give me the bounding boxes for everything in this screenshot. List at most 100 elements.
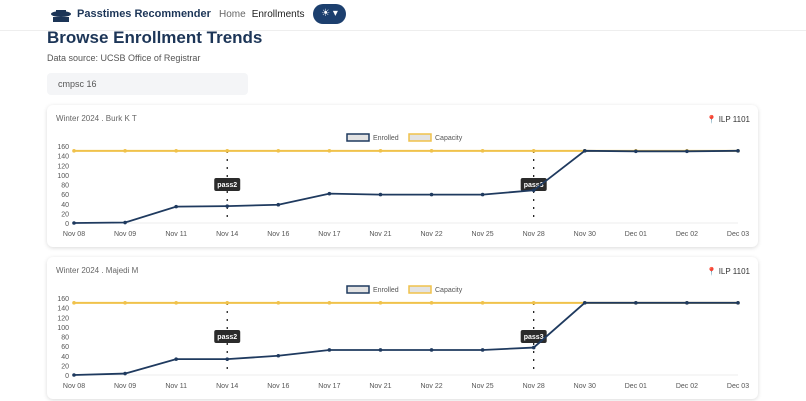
theme-toggle-button[interactable]: ☀ ▾	[313, 4, 346, 24]
data-point-enrolled	[634, 149, 638, 154]
series-line-enrolled	[73, 149, 739, 224]
location-text: ILP 1101	[718, 115, 750, 124]
y-tick-label: 140	[57, 306, 69, 313]
data-point-enrolled	[736, 149, 740, 153]
data-point-enrolled	[174, 357, 178, 361]
data-point-capacity	[480, 301, 485, 305]
x-tick-label: Nov 09	[114, 231, 136, 238]
x-tick-label: Nov 14	[216, 231, 238, 238]
sun-icon: ☀ ▾	[321, 8, 338, 19]
annotation-label: pass3	[524, 334, 544, 341]
data-point-capacity	[225, 301, 230, 305]
course-search-input[interactable]: cmpsc 16	[47, 73, 248, 95]
legend-label-capacity: Capacity	[435, 287, 463, 294]
data-point-enrolled	[174, 204, 178, 209]
data-point-capacity	[174, 301, 178, 305]
y-tick-label: 40	[61, 354, 69, 361]
data-point-enrolled	[276, 353, 281, 358]
x-tick-label: Nov 11	[165, 231, 187, 238]
y-tick-label: 160	[57, 296, 69, 303]
data-point-enrolled	[276, 202, 281, 207]
location: 📍 ILP 1101	[707, 267, 751, 276]
y-tick-label: 120	[57, 315, 69, 322]
legend-swatch-capacity	[408, 285, 432, 294]
x-tick-label: Nov 17	[318, 231, 340, 238]
data-point-enrolled	[225, 357, 230, 361]
legend-swatch-capacity	[408, 133, 432, 142]
data-point-enrolled	[123, 371, 127, 376]
annotation-badge	[214, 330, 241, 343]
data-point-enrolled	[736, 301, 740, 305]
legend-swatch-enrolled	[346, 285, 370, 294]
data-point-capacity	[174, 149, 178, 153]
annotation-badge	[214, 178, 241, 191]
y-tick-label: 100	[57, 325, 69, 332]
location-text: ILP 1101	[718, 267, 750, 276]
x-tick-label: Dec 03	[727, 231, 749, 238]
annotation-badge	[520, 178, 547, 191]
data-point-capacity	[72, 149, 76, 153]
y-tick-label: 40	[61, 202, 69, 209]
annotation-label: pass2	[217, 182, 237, 189]
chart-title: Winter 2024 . Burk K T	[56, 114, 137, 123]
x-tick-label: Nov 22	[420, 231, 442, 238]
location: 📍 ILP 1101	[707, 115, 751, 124]
data-source: Data source: UCSB Office of Registrar	[47, 53, 201, 63]
x-tick-label: Dec 01	[625, 231, 647, 238]
logo-icon	[51, 10, 71, 22]
x-tick-label: Nov 08	[63, 231, 85, 238]
map-pin-icon: 📍	[706, 115, 717, 124]
y-tick-label: 160	[57, 144, 69, 151]
data-point-enrolled	[225, 204, 230, 208]
enrollment-chart: 0 20 40 60 80 100 120 140 160 Nov 08 Nov 09 Nov 11 N…	[57, 133, 749, 238]
data-point-enrolled	[327, 348, 332, 352]
data-point-enrolled	[480, 348, 485, 352]
x-tick-label: Nov 09	[114, 383, 136, 390]
data-point-enrolled	[480, 192, 485, 197]
x-tick-label: Nov 21	[369, 383, 391, 390]
series-line-enrolled	[73, 301, 738, 376]
annotation-label: pass3	[524, 182, 544, 189]
data-point-capacity	[276, 301, 281, 305]
x-tick-label: Nov 25	[472, 383, 494, 390]
x-tick-label: Dec 01	[625, 383, 647, 390]
legend-label-enrolled: Enrolled	[373, 287, 399, 294]
map-pin-icon: 📍	[706, 267, 717, 276]
annotation-badge	[520, 330, 547, 343]
brand-name[interactable]: Passtimes Recommender	[77, 8, 211, 20]
data-point-capacity	[327, 301, 332, 305]
y-tick-label: 120	[57, 163, 69, 170]
x-tick-label: Nov 11	[165, 383, 187, 390]
data-point-capacity	[429, 149, 434, 153]
y-tick-label: 80	[61, 335, 69, 342]
annotation-label: pass2	[217, 334, 237, 341]
x-tick-label: Nov 21	[369, 231, 391, 238]
x-tick-label: Nov 17	[318, 383, 340, 390]
data-point-capacity	[123, 149, 127, 153]
x-tick-label: Nov 30	[574, 231, 596, 238]
x-tick-label: Dec 03	[727, 383, 749, 390]
y-tick-label: 0	[65, 221, 69, 228]
x-tick-label: Dec 02	[676, 383, 698, 390]
y-tick-label: 60	[61, 344, 69, 351]
nav-link-home[interactable]: Home	[219, 9, 246, 20]
data-point-enrolled	[72, 373, 76, 377]
data-point-capacity	[72, 301, 76, 305]
x-tick-label: Nov 14	[216, 383, 238, 390]
navbar: Passtimes Recommender Home Enrollments ☀ …	[0, 0, 806, 31]
chart-title: Winter 2024 . Majedi M	[56, 266, 139, 275]
nav-link-enrollments[interactable]: Enrollments	[251, 9, 305, 20]
x-tick-label: Nov 28	[523, 383, 545, 390]
data-point-enrolled	[378, 192, 383, 197]
data-point-enrolled	[685, 301, 689, 305]
chart-card-0: Winter 2024 . Burk K T 📍 ILP 1101 0 20 40 6…	[47, 105, 758, 247]
y-tick-label: 140	[57, 154, 69, 161]
data-point-capacity	[531, 149, 536, 153]
legend-label-capacity: Capacity	[435, 135, 463, 142]
page-title: Browse Enrollment Trends	[47, 28, 263, 47]
y-tick-label: 60	[61, 192, 69, 199]
y-tick-label: 0	[65, 373, 69, 380]
data-point-capacity	[123, 301, 127, 305]
x-tick-label: Nov 16	[267, 383, 289, 390]
data-point-capacity	[378, 301, 383, 305]
